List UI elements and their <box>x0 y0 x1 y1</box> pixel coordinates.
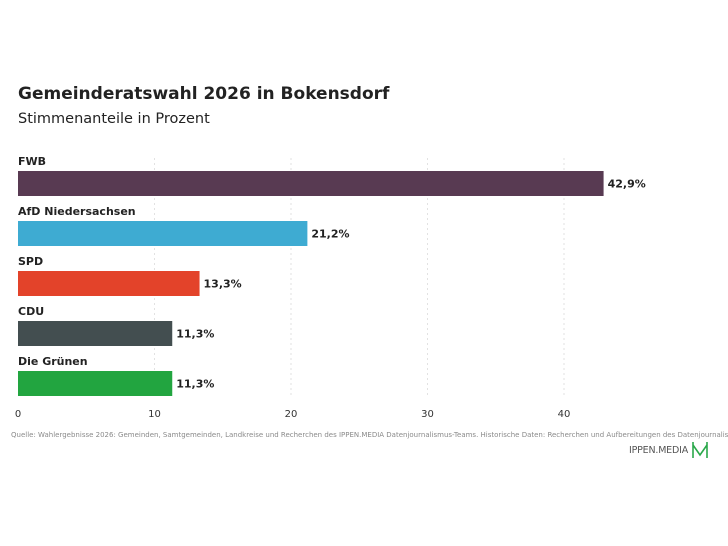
chart-subtitle: Stimmenanteile in Prozent <box>18 111 210 127</box>
x-tick-label: 10 <box>148 409 161 420</box>
data-label: 11,3% <box>176 378 214 391</box>
x-tick-label: 40 <box>558 409 571 420</box>
bar <box>18 221 308 246</box>
data-label: 21,2% <box>311 228 349 241</box>
bar-chart: FWB 42,9% AfD Niedersachsen 21,2% SPD 13,3% CD… <box>15 155 646 420</box>
category-label: AfD Niedersachsen <box>18 205 136 218</box>
data-label: 11,3% <box>176 328 214 341</box>
brand-name: IPPEN.MEDIA <box>629 444 689 456</box>
x-tick-label: 20 <box>285 409 298 420</box>
category-label: CDU <box>18 305 44 318</box>
bar <box>18 371 173 396</box>
category-label: FWB <box>18 155 46 168</box>
bar <box>18 321 173 346</box>
data-label: 42,9% <box>608 178 646 191</box>
chart-bars: FWB 42,9% AfD Niedersachsen 21,2% SPD 13,3% CD… <box>18 155 646 396</box>
bar <box>18 271 200 296</box>
source-note: Quelle: Wahlergebnisse 2026: Gemeinden, … <box>11 431 728 439</box>
x-tick-label: 30 <box>421 409 434 420</box>
category-label: SPD <box>18 255 43 268</box>
bar <box>18 171 604 196</box>
brand-logo: IPPEN.MEDIA <box>629 441 709 459</box>
chart-title: Gemeinderatswahl 2026 in Bokensdorf <box>18 84 390 104</box>
ippen-media-m-logo-icon <box>692 442 708 458</box>
category-label: Die Grünen <box>18 355 88 368</box>
data-label: 13,3% <box>204 278 242 291</box>
x-axis: 0 10 20 30 40 <box>15 409 571 420</box>
x-tick-label: 0 <box>15 409 21 420</box>
